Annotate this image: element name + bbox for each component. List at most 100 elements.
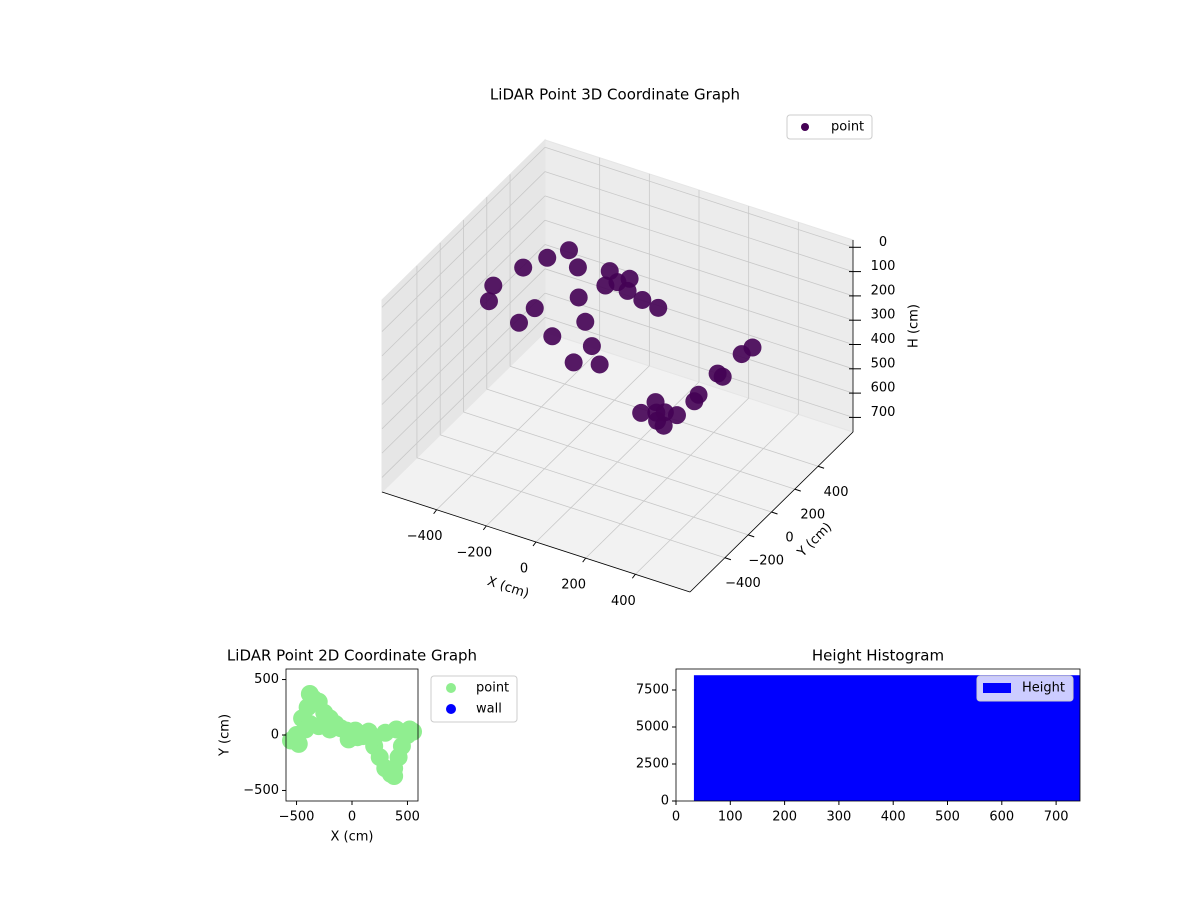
point [484,276,503,295]
axis-line [689,431,854,593]
point [559,241,578,260]
point [479,292,498,311]
point [569,288,588,307]
y-tick-label: 2500 [636,757,669,772]
y-tick-label: 5000 [636,720,669,735]
x-tick-label: 400 [611,594,636,609]
x-tick [582,557,587,563]
grid-line [381,147,546,308]
grid-line [544,268,854,370]
x-tick-label: 500 [395,810,420,825]
y-tick-label: −500 [243,783,279,798]
x-tick-label: 100 [718,810,743,825]
grid-line [544,219,854,321]
grid-line [544,146,854,248]
point [339,730,358,749]
point [743,338,762,357]
y-tick [794,488,801,492]
z-tick-label: 200 [871,283,896,298]
grid-line [544,195,854,297]
grid-line [416,457,726,559]
y-tick [771,511,778,515]
grid-line [381,195,546,357]
legend-marker [446,704,456,714]
point [568,258,587,277]
point [649,298,668,317]
x-tick-label: 0 [672,810,680,825]
x-tick-label: 300 [826,810,851,825]
point [543,327,562,346]
x-tick-label: 200 [772,810,797,825]
y-tick-label: 200 [800,508,825,523]
z-tick-label: 400 [871,332,896,347]
grid-line [381,317,546,478]
y-axis-label: Y (cm) [218,714,233,757]
x-tick [532,541,537,547]
legend-box [976,675,1074,702]
point [281,731,300,750]
chart-title: LiDAR Point 2D Coordinate Graph [227,647,477,665]
point [685,392,704,411]
y-tick-label: 0 [271,728,279,743]
point [596,276,615,295]
point [509,313,528,332]
point [620,269,639,288]
z-tick-label: 700 [871,405,896,420]
z-tick-label: 600 [871,381,896,396]
grid-line [381,219,546,381]
point [404,722,423,741]
x-tick-label: −400 [407,529,443,544]
z-tick-label: 100 [871,259,896,274]
y-tick-label: 400 [824,485,849,500]
x-tick-label: −500 [279,810,315,825]
x-tick-label: 400 [881,810,906,825]
y-tick-label: −400 [725,576,761,591]
point [320,720,339,739]
point [576,312,595,331]
point [354,727,373,746]
y-tick [817,465,825,469]
chart-title: Height Histogram [812,647,944,665]
point [654,416,673,435]
point [632,403,651,422]
x-tick-label: 200 [561,578,586,593]
axis-line [381,491,691,593]
x-tick [631,573,636,579]
z-axis-label: H (cm) [907,304,922,348]
x-tick-label: 0 [348,810,356,825]
point [633,290,652,309]
grid-line [486,388,795,490]
z-tick-label: 500 [871,356,896,371]
x-tick-label: 600 [989,810,1014,825]
x-tick-label: 0 [520,562,528,577]
grid-line [440,434,749,536]
grid-line [544,171,854,272]
grid-line [381,268,546,430]
y-tick-label: 0 [785,531,793,546]
grid-line [544,244,854,345]
point [713,367,732,386]
y-tick-label: 0 [661,794,669,809]
point [590,355,609,374]
grid-line [463,411,772,513]
point [582,337,601,356]
point [525,299,544,318]
legend-label: point [831,120,864,135]
legend-marker [801,123,809,131]
point [300,684,319,703]
z-tick-label: 300 [871,308,896,323]
z-tick-label: 0 [879,235,887,250]
grid-line [544,317,854,418]
legend-box [786,114,873,140]
grid-line [544,292,854,394]
point [385,767,404,786]
legend-patch [983,683,1011,693]
plot-frame [675,668,1081,802]
x-tick [433,509,438,515]
point [655,403,674,422]
x-tick-label: 700 [1044,810,1069,825]
x-axis-label: X (cm) [331,830,374,845]
y-tick-label: 7500 [636,683,669,698]
y-tick [724,557,732,561]
y-tick-label: 500 [254,672,279,687]
